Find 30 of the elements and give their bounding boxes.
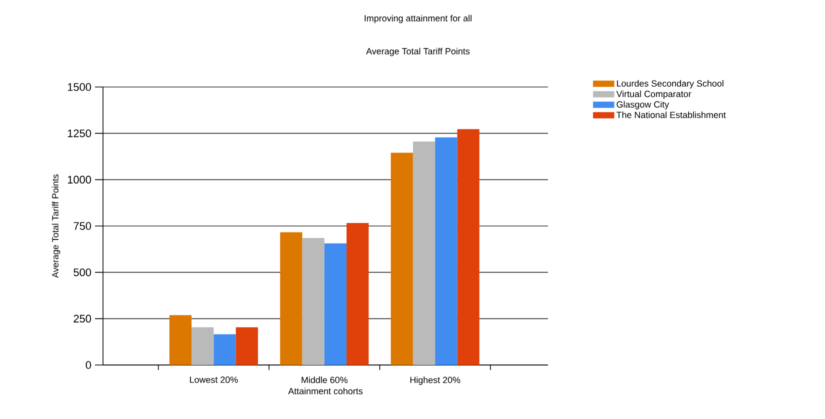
y-axis-title: Average Total Tariff Points (52, 174, 60, 278)
y-tick-label: 0 (86, 361, 92, 369)
bar (346, 223, 369, 365)
bar (457, 129, 480, 365)
chart-subtitle: Average Total Tariff Points (366, 48, 470, 56)
y-tick-label: 750 (74, 222, 92, 230)
y-tick-label: 1500 (68, 83, 92, 91)
bar (324, 243, 347, 365)
legend-label: Glasgow City (616, 101, 670, 110)
y-tick-label: 1000 (68, 176, 92, 184)
bar (412, 141, 436, 365)
legend-label: The National Establishment (616, 112, 726, 118)
chart-title: Improving attainment for all (364, 14, 472, 24)
bar (280, 232, 302, 365)
y-tick-label: 1250 (68, 129, 92, 138)
legend-label: Virtual Comparator (616, 90, 692, 99)
y-tick-label: 500 (74, 268, 92, 276)
bar (390, 152, 413, 365)
bar (192, 327, 214, 365)
bar (214, 334, 236, 365)
y-tick-label: 250 (74, 314, 92, 323)
bar (236, 327, 258, 365)
legend-label: Lourdes Secondary School (617, 80, 724, 88)
bar (169, 315, 192, 365)
bar (302, 238, 324, 365)
x-tick-label: Middle 60% (302, 376, 348, 384)
x-tick-label: Highest 20% (410, 376, 460, 385)
x-axis-title: Attainment cohorts (288, 388, 363, 394)
x-tick-label: Lowest 20% (190, 376, 238, 383)
bar (435, 137, 458, 365)
